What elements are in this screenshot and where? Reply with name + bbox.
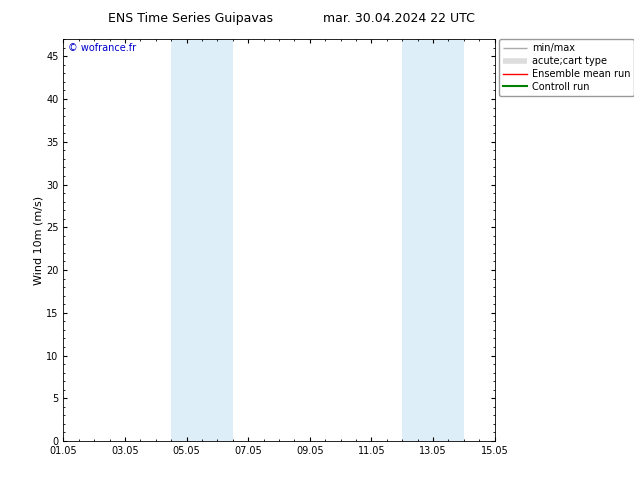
Y-axis label: Wind 10m (m/s): Wind 10m (m/s) <box>33 196 43 285</box>
Text: ENS Time Series Guipavas: ENS Time Series Guipavas <box>108 12 273 25</box>
Bar <box>171 39 233 441</box>
Legend: min/max, acute;cart type, Ensemble mean run, Controll run: min/max, acute;cart type, Ensemble mean … <box>499 39 634 96</box>
Bar <box>402 39 463 441</box>
Text: mar. 30.04.2024 22 UTC: mar. 30.04.2024 22 UTC <box>323 12 476 25</box>
Text: © wofrance.fr: © wofrance.fr <box>68 43 136 53</box>
